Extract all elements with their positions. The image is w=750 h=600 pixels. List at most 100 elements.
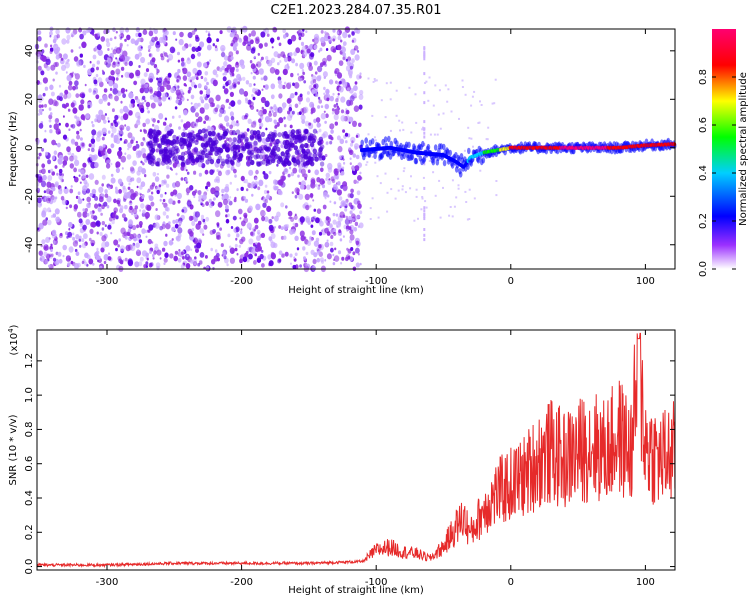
snr-y-multiplier: (x104) <box>7 324 20 355</box>
spectrogram-noise-cell <box>352 153 356 158</box>
spectrogram-noise-cell <box>153 96 159 103</box>
spectrogram-noise-cell <box>253 228 256 232</box>
spectrogram-band-cell <box>207 155 212 161</box>
spectrogram-noise-cell <box>104 151 108 155</box>
spectrogram-noise-cell <box>260 209 266 217</box>
spectrogram-noise-cell <box>119 42 123 47</box>
spectrogram-faint-cell <box>373 78 376 80</box>
spectrogram-noise-cell <box>185 181 188 184</box>
spectrogram-band-cell <box>270 136 275 142</box>
spectrogram-noise-cell <box>74 73 80 80</box>
spectrogram-faint-cell <box>402 170 405 173</box>
spectrogram-noise-cell <box>90 67 95 73</box>
spectrogram-band-cell <box>269 152 274 158</box>
spectrogram-noise-cell <box>208 37 211 41</box>
spectrogram-noise-cell <box>335 102 339 106</box>
spectrogram-faint-cell <box>384 172 387 175</box>
spectrogram-noise-cell <box>293 51 297 57</box>
spectrogram-noise-cell <box>195 47 199 52</box>
spectrogram-noise-cell <box>312 258 317 265</box>
spectrogram-noise-cell <box>40 180 47 188</box>
spectrogram-noise-cell <box>87 27 92 33</box>
spectrogram-faint-cell <box>415 195 418 198</box>
spectrogram-noise-cell <box>152 253 155 258</box>
spectrogram-noise-cell <box>261 216 266 222</box>
spectrogram-noise-cell <box>172 219 176 224</box>
spectrogram-noise-cell <box>287 38 293 45</box>
spectrogram-noise-cell <box>218 112 223 118</box>
spectrogram-faint-cell <box>438 89 441 92</box>
spectrogram-noise-cell <box>350 136 356 144</box>
spectrogram-noise-cell <box>205 185 208 190</box>
spectrogram-noise-cell <box>306 184 311 190</box>
spectrogram-noise-cell <box>81 260 85 265</box>
spectrogram-noise-cell <box>85 174 89 178</box>
spectrogram-noise-cell <box>359 171 362 175</box>
spectrogram-band-cell <box>244 136 249 142</box>
spectrogram-noise-cell <box>90 161 96 169</box>
spectrogram-noise-cell <box>356 74 361 80</box>
spectrogram-noise-cell <box>60 195 65 201</box>
spectrogram-noise-cell <box>247 118 252 125</box>
spectrogram-band-cell <box>222 133 227 140</box>
spectrogram-faint-cell <box>415 188 418 191</box>
spectrogram-noise-cell <box>268 260 274 267</box>
spectrogram-faint-cell <box>423 206 426 210</box>
spectrogram-noise-cell <box>201 194 207 201</box>
spectrogram-noise-cell <box>113 198 117 204</box>
spectrogram-noise-cell <box>349 142 354 147</box>
spectrogram-noise-cell <box>48 114 53 120</box>
spectrogram-noise-cell <box>181 45 186 51</box>
spectrogram-noise-cell <box>212 79 218 87</box>
spectrogram-noise-cell <box>112 212 117 219</box>
spectrogram-noise-cell <box>233 83 237 88</box>
spectrogram-band-cell <box>264 154 269 160</box>
spectrogram-noise-cell <box>166 59 170 63</box>
spectrogram-band-cell <box>253 140 258 146</box>
spectrogram-noise-cell <box>333 231 337 236</box>
spectrogram-noise-cell <box>96 60 101 65</box>
spectrogram-noise-cell <box>354 81 358 85</box>
spectrogram-noise-cell <box>166 165 170 170</box>
spectrogram-noise-cell <box>289 229 294 235</box>
spectrogram-noise-cell <box>123 192 129 200</box>
spectrogram-noise-cell <box>99 145 104 151</box>
spectrogram-band-cell <box>203 133 208 139</box>
spectrogram-noise-cell <box>198 199 201 202</box>
spectrogram-noise-cell <box>78 235 82 240</box>
spectrogram-noise-cell <box>336 135 341 141</box>
spectrogram-faint-cell <box>367 133 370 136</box>
spectrogram-noise-cell <box>110 162 113 166</box>
spectrogram-noise-cell <box>79 169 82 173</box>
spectrogram-noise-cell <box>336 105 339 109</box>
spectrogram-noise-cell <box>85 113 90 119</box>
spectrogram-noise-cell <box>98 196 104 203</box>
spectrogram-faint-cell <box>423 50 426 54</box>
spectrogram-noise-cell <box>359 72 362 76</box>
spectrogram-noise-cell <box>204 96 208 101</box>
spectrogram-faint-cell <box>378 159 381 162</box>
spectrogram-noise-cell <box>74 263 79 270</box>
spectrogram-noise-cell <box>352 251 356 256</box>
spectrogram-noise-cell <box>276 36 280 41</box>
spectrogram-noise-cell <box>280 51 286 58</box>
spectrogram-noise-cell <box>149 89 153 94</box>
spectrogram-noise-cell <box>228 106 231 109</box>
spectrogram-noise-cell <box>243 90 249 97</box>
spectrogram-noise-cell <box>257 111 262 116</box>
spectrogram-band-cell <box>145 141 151 147</box>
spectrogram-noise-cell <box>119 27 125 34</box>
spectrogram-noise-cell <box>81 238 85 243</box>
spectrogram-noise-cell <box>146 257 149 261</box>
spectrogram-noise-cell <box>75 234 80 240</box>
spectrogram-noise-cell <box>65 60 69 65</box>
spectrogram-noise-cell <box>53 123 59 130</box>
spectrogram-noise-cell <box>139 209 142 212</box>
spectrogram-noise-cell <box>335 98 339 103</box>
x-tick-label: -200 <box>230 577 253 588</box>
spectrogram-noise-cell <box>178 38 184 46</box>
spectrogram-faint-cell <box>365 163 368 166</box>
spectrogram-noise-cell <box>101 241 107 249</box>
spectrogram-noise-cell <box>78 238 82 242</box>
spectrogram-noise-cell <box>331 111 335 115</box>
